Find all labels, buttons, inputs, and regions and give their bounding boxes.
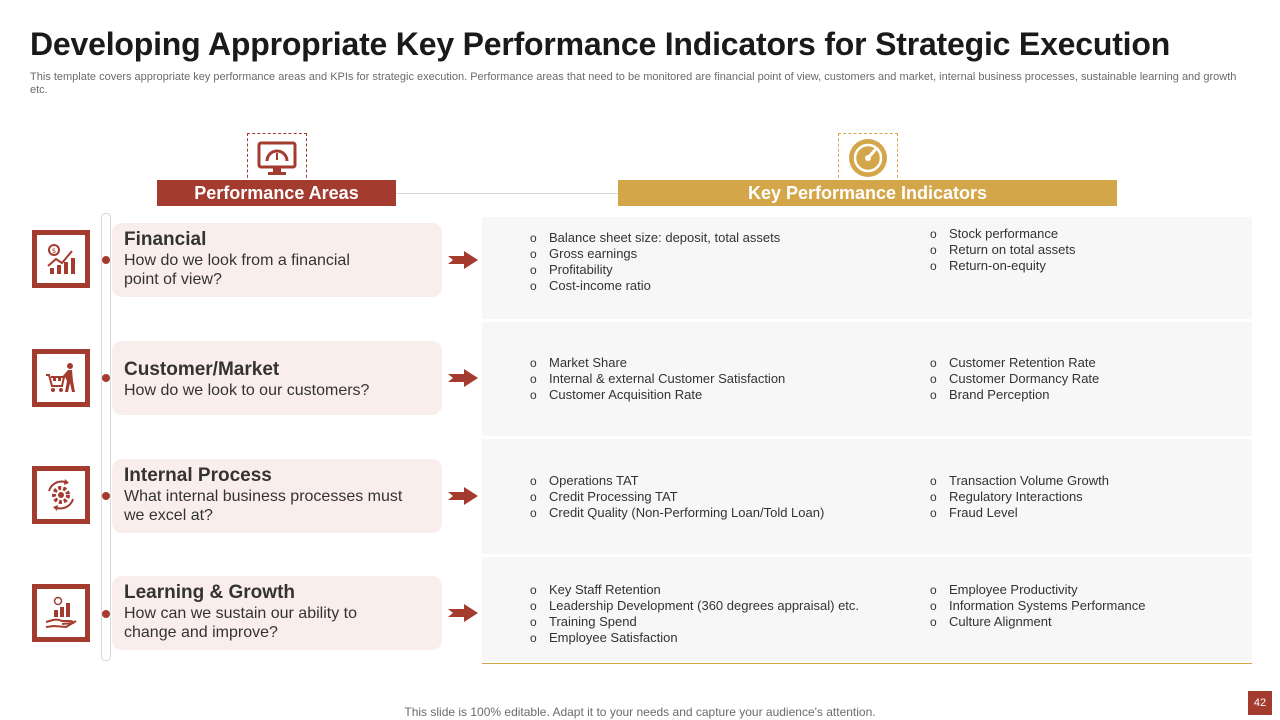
kpi-item: Market Share <box>530 355 785 371</box>
card-internal: Internal Process What internal business … <box>112 459 442 533</box>
kpi-item: Stock performance <box>930 226 1075 242</box>
kpi-item: Key Staff Retention <box>530 582 859 598</box>
financial-chart-icon: $ <box>32 230 90 288</box>
page-subtitle: This template covers appropriate key per… <box>30 71 1237 96</box>
kpi-list-financial-right: Stock performance Return on total assets… <box>930 226 1075 274</box>
timeline-bar <box>101 213 111 661</box>
card-description: What internal business processes must we… <box>124 488 403 524</box>
performance-areas-header: Performance Areas <box>157 180 396 206</box>
page-title: Developing Appropriate Key Performance I… <box>30 26 1171 62</box>
kpi-item: Gross earnings <box>530 246 780 262</box>
monitor-gauge-icon <box>247 133 307 183</box>
kpi-item: Internal & external Customer Satisfactio… <box>530 371 785 387</box>
kpi-item: Credit Quality (Non-Performing Loan/Told… <box>530 505 824 521</box>
kpi-item: Information Systems Performance <box>930 598 1146 614</box>
card-title: Internal Process <box>124 465 272 486</box>
kpi-item: Training Spend <box>530 614 859 630</box>
growth-hand-icon <box>32 584 90 642</box>
arrow-right-icon <box>448 604 478 622</box>
card-customer: Customer/Market How do we look to our cu… <box>112 341 442 415</box>
kpi-item: Customer Dormancy Rate <box>930 371 1099 387</box>
timeline-dot-financial <box>102 256 110 264</box>
kpi-bottom-line <box>482 663 1252 664</box>
kpi-list-learning-left: Key Staff Retention Leadership Developme… <box>530 582 859 646</box>
kpi-item: Credit Processing TAT <box>530 489 824 505</box>
kpi-item: Culture Alignment <box>930 614 1146 630</box>
arrow-right-icon <box>448 487 478 505</box>
timeline-dot-internal <box>102 492 110 500</box>
arrow-right-icon <box>448 251 478 269</box>
kpi-item: Employee Productivity <box>930 582 1146 598</box>
card-title: Financial <box>124 229 207 250</box>
kpi-item: Return-on-equity <box>930 258 1075 274</box>
card-title: Customer/Market <box>124 359 280 380</box>
card-financial: Financial How do we look from a financia… <box>112 223 442 297</box>
kpi-list-learning-right: Employee Productivity Information System… <box>930 582 1146 630</box>
card-title: Learning & Growth <box>124 582 295 603</box>
timeline-dot-learning <box>102 610 110 618</box>
kpi-item: Customer Acquisition Rate <box>530 387 785 403</box>
arrow-right-icon <box>448 369 478 387</box>
card-description: How can we sustain our ability to change… <box>124 605 357 641</box>
kpi-item: Leadership Development (360 degrees appr… <box>530 598 859 614</box>
kpi-item: Employee Satisfaction <box>530 630 859 646</box>
kpi-item: Profitability <box>530 262 780 278</box>
kpi-list-internal-left: Operations TAT Credit Processing TAT Cre… <box>530 473 824 521</box>
kpi-list-internal-right: Transaction Volume Growth Regulatory Int… <box>930 473 1109 521</box>
shopping-customer-icon <box>32 349 90 407</box>
kpi-list-financial-left: Balance sheet size: deposit, total asset… <box>530 230 780 294</box>
kpi-item: Return on total assets <box>930 242 1075 258</box>
kpi-header: Key Performance Indicators <box>618 180 1117 206</box>
kpi-list-customer-right: Customer Retention Rate Customer Dormanc… <box>930 355 1099 403</box>
card-learning: Learning & Growth How can we sustain our… <box>112 576 442 650</box>
kpi-item: Operations TAT <box>530 473 824 489</box>
kpi-item: Balance sheet size: deposit, total asset… <box>530 230 780 246</box>
header-connector-line <box>396 193 618 194</box>
process-gear-icon <box>32 466 90 524</box>
page-number: 42 <box>1248 691 1272 715</box>
kpi-item: Brand Perception <box>930 387 1099 403</box>
kpi-item: Transaction Volume Growth <box>930 473 1109 489</box>
timeline-dot-customer <box>102 374 110 382</box>
card-description: How do we look to our customers? <box>124 382 370 399</box>
card-description: How do we look from a financial point of… <box>124 252 350 288</box>
footer-note: This slide is 100% editable. Adapt it to… <box>404 705 876 719</box>
kpi-list-customer-left: Market Share Internal & external Custome… <box>530 355 785 403</box>
kpi-item: Regulatory Interactions <box>930 489 1109 505</box>
speedometer-icon <box>838 133 898 183</box>
kpi-item: Cost-income ratio <box>530 278 780 294</box>
kpi-item: Customer Retention Rate <box>930 355 1099 371</box>
svg-text:$: $ <box>52 247 56 255</box>
kpi-item: Fraud Level <box>930 505 1109 521</box>
